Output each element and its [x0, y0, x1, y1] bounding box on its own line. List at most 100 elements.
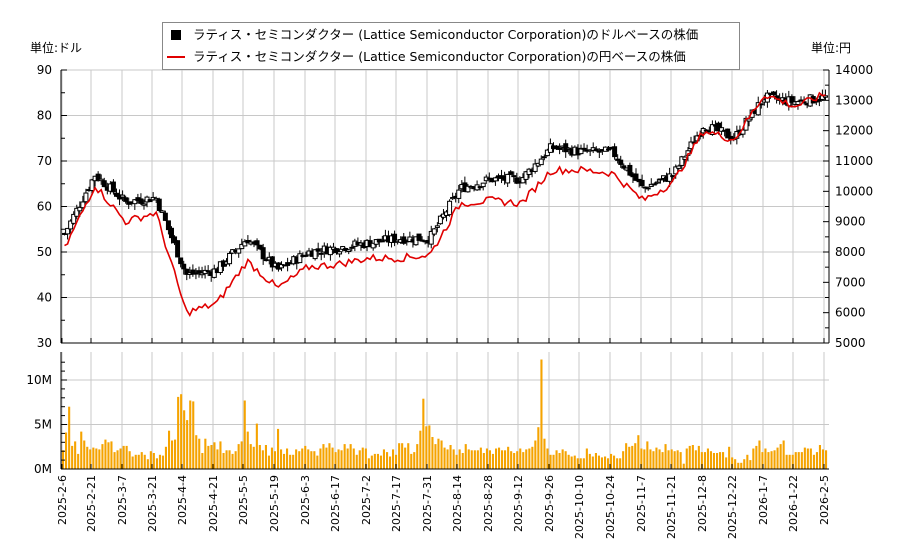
- legend-jpy-label: ラティス・セミコンダクター (Lattice Semiconductor Cor…: [193, 49, 686, 64]
- volume-bar: [782, 440, 785, 469]
- candle-body: [746, 118, 752, 122]
- volume-bar: [270, 447, 273, 469]
- candle-body: [239, 243, 245, 250]
- date-tick-label: 2025-9-12: [512, 475, 525, 532]
- candle-body: [147, 199, 153, 203]
- volume-bar: [152, 453, 155, 469]
- candle-body: [654, 181, 660, 184]
- date-tick-label: 2026-2-5: [818, 475, 831, 525]
- volume-bar: [386, 452, 389, 469]
- volume-bar: [625, 443, 628, 469]
- volume-bar: [210, 445, 213, 469]
- candle-body: [211, 268, 217, 278]
- candle-body: [340, 246, 346, 250]
- volume-bar: [392, 449, 395, 469]
- volume-bar: [667, 450, 670, 469]
- right-axis-unit: 単位:円: [811, 41, 852, 55]
- volume-bar: [688, 445, 691, 469]
- volume-bar: [485, 448, 488, 469]
- volume-bar: [449, 445, 452, 469]
- candle-body: [379, 240, 385, 243]
- volume-bar: [455, 454, 458, 469]
- volume-bar: [273, 451, 276, 469]
- volume-bar: [643, 449, 646, 469]
- volume-bar: [561, 449, 564, 469]
- volume-bar: [316, 455, 319, 469]
- candle-body: [327, 246, 333, 256]
- volume-bar: [746, 454, 749, 469]
- volume-bar: [597, 455, 600, 469]
- volume-bar: [740, 462, 743, 469]
- volume-bar: [552, 454, 555, 469]
- volume-bar: [722, 452, 725, 469]
- volume-bar: [685, 448, 688, 469]
- volume-bar: [600, 457, 603, 469]
- date-tick-label: 2025-7-17: [390, 475, 403, 532]
- candle-body: [492, 177, 498, 182]
- date-tick-label: 2025-11-7: [635, 475, 648, 532]
- volume-bar: [679, 452, 682, 469]
- candle-body: [816, 98, 822, 102]
- volume-bar: [155, 458, 158, 469]
- volume-bar: [516, 451, 519, 469]
- volume-bar: [292, 454, 295, 469]
- date-tick-label: 2025-2-6: [56, 475, 69, 525]
- candle-body: [593, 148, 599, 152]
- volume-bar: [631, 445, 634, 469]
- legend-usd-label: ラティス・セミコンダクター (Lattice Semiconductor Cor…: [193, 27, 699, 42]
- candle-body: [465, 185, 471, 193]
- volume-bar: [219, 441, 222, 469]
- volume-bar: [498, 447, 501, 469]
- volume-bar: [213, 442, 216, 469]
- volume-bar: [749, 460, 752, 469]
- volume-bar: [431, 437, 434, 469]
- candle-body: [657, 178, 663, 181]
- candle-body: [315, 248, 321, 252]
- volume-bar: [264, 445, 267, 469]
- volume-bar: [86, 446, 89, 470]
- right-tick-label: 8000: [835, 245, 866, 259]
- volume-bar: [295, 449, 298, 469]
- candle-body: [242, 241, 248, 247]
- volume-bar: [703, 452, 706, 469]
- volume-bar: [737, 462, 740, 469]
- candle-body: [520, 177, 526, 184]
- candle-body: [172, 236, 178, 244]
- volume-bar: [825, 450, 828, 469]
- black-square-icon: [171, 30, 181, 40]
- volume-bar: [806, 448, 809, 469]
- volume-bar: [821, 449, 824, 469]
- candle-body: [505, 173, 511, 184]
- volume-bar: [591, 456, 594, 469]
- volume-bar: [376, 453, 379, 469]
- volume-bar: [443, 447, 446, 469]
- volume-bar: [755, 445, 758, 469]
- volume-bar: [422, 398, 425, 469]
- volume-bar: [461, 453, 464, 469]
- volume-bar: [800, 452, 803, 469]
- volume-bar: [719, 452, 722, 469]
- volume-bar: [198, 438, 201, 469]
- volume-bar: [116, 450, 119, 469]
- volume-bar: [261, 450, 264, 469]
- volume-bar: [307, 449, 310, 469]
- volume-bar: [815, 452, 818, 469]
- volume-bar: [549, 454, 552, 469]
- volume-bar: [491, 453, 494, 469]
- candle-body: [123, 197, 129, 202]
- candle-body: [789, 96, 795, 103]
- volume-bar: [604, 456, 607, 469]
- candle-body: [95, 173, 101, 181]
- legend-item-usd: ラティス・セミコンダクター (Lattice Semiconductor Cor…: [171, 25, 698, 45]
- volume-bar: [531, 446, 534, 470]
- volume-bar: [161, 455, 164, 469]
- volume-bar: [373, 453, 376, 469]
- volume-bar: [803, 447, 806, 469]
- candle-body: [101, 180, 107, 188]
- right-tick-label: 14000: [835, 63, 873, 77]
- date-tick-label: 2025-8-28: [482, 475, 495, 532]
- volume-bar: [416, 444, 419, 469]
- candle-body: [175, 240, 181, 258]
- volume-bar: [125, 445, 128, 469]
- red-line-icon: [167, 56, 185, 58]
